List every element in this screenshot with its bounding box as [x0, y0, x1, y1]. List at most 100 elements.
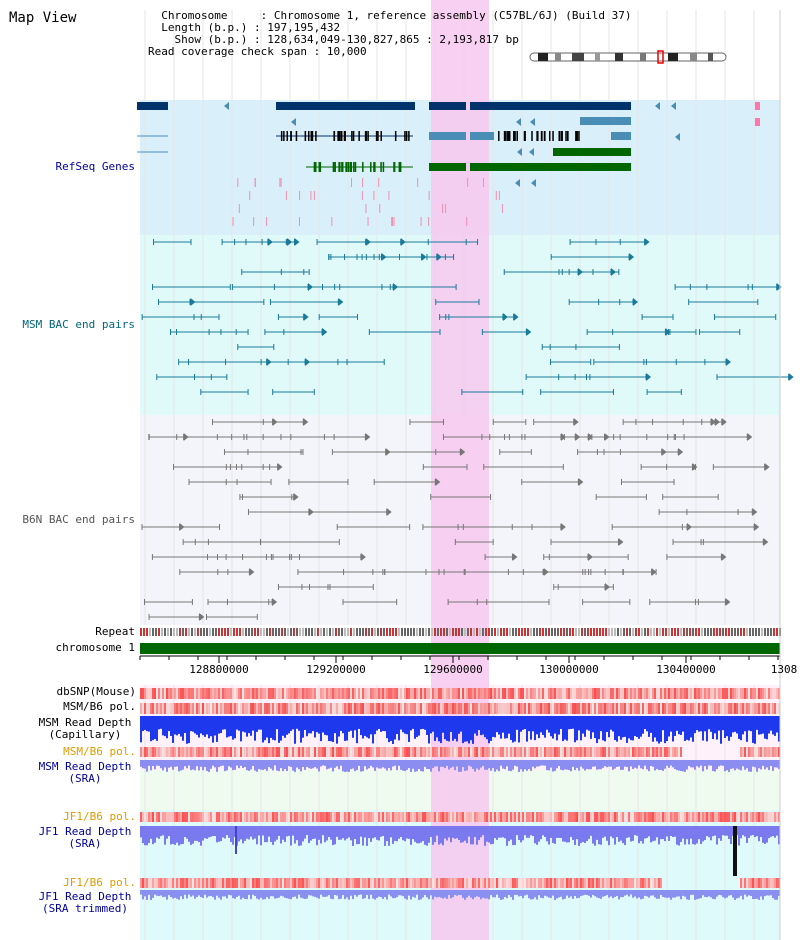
polymorphism-cell: [476, 747, 478, 757]
polymorphism-cell: [196, 688, 198, 699]
polymorphism-cell: [706, 703, 708, 714]
polymorphism-cell: [262, 747, 264, 757]
polymorphism-cell: [774, 747, 776, 757]
msm-sra-depth-bar: [228, 760, 230, 767]
polymorphism-cell: [334, 747, 336, 757]
polymorphism-cell: [572, 703, 574, 714]
capillary-depth-bar: [668, 716, 670, 737]
polymorphism-cell: [230, 747, 232, 757]
repeat-mark: [740, 628, 742, 636]
msm-sra-depth-bar: [518, 760, 520, 772]
jf1-trim-depth-bar: [394, 890, 396, 899]
polymorphism-cell: [404, 703, 406, 714]
polymorphism-cell: [592, 747, 594, 757]
polymorphism-cell: [734, 703, 736, 714]
jf1-depth-bar: [548, 826, 550, 845]
polymorphism-cell: [148, 747, 150, 757]
polymorphism-cell: [436, 747, 438, 757]
capillary-depth-bar: [258, 716, 260, 730]
b6n-bac-pair: [587, 553, 593, 561]
jf1-depth-bar: [410, 826, 412, 845]
msm-sra-depth-bar: [196, 760, 198, 767]
jf1-depth-bar: [644, 826, 646, 839]
polymorphism-cell: [526, 688, 528, 699]
polymorphism-cell: [456, 747, 458, 757]
jf1-depth-bar: [710, 826, 712, 841]
msm-sra-depth-bar: [166, 760, 168, 772]
polymorphism-cell: [776, 812, 778, 822]
jf1-trim-depth-bar: [580, 890, 582, 897]
jf1-trim-depth-bar: [668, 890, 670, 898]
msm-sra-depth-bar: [368, 760, 370, 769]
msm-sra-depth-bar: [358, 760, 360, 766]
track-label-msm-bac[interactable]: MSM BAC end pairs: [22, 318, 135, 331]
jf1-depth-bar: [612, 826, 614, 839]
repeat-mark: [140, 628, 142, 636]
msm-sra-depth-bar: [598, 760, 600, 770]
polymorphism-cell: [172, 812, 174, 822]
jf1-depth-bar: [200, 826, 202, 846]
jf1-depth-bar: [550, 826, 552, 838]
polymorphism-cell: [578, 747, 580, 757]
polymorphism-cell: [488, 703, 490, 714]
track-label-b6n-bac[interactable]: B6N BAC end pairs: [22, 513, 135, 526]
repeat-mark: [512, 628, 514, 636]
repeat-mark: [401, 628, 403, 636]
polymorphism-cell: [224, 688, 226, 699]
jf1-depth-bar: [272, 826, 274, 845]
capillary-depth-bar: [448, 716, 450, 742]
polymorphism-cell: [468, 812, 470, 822]
capillary-depth-bar: [194, 716, 196, 734]
polymorphism-cell: [480, 703, 482, 714]
repeat-mark: [161, 628, 163, 636]
polymorphism-cell: [508, 812, 510, 822]
polymorphism-cell: [396, 703, 398, 714]
ideogram-band: [690, 53, 697, 61]
jf1-depth-bar: [332, 826, 334, 846]
repeat-mark: [326, 628, 328, 636]
polymorphism-cell: [648, 878, 650, 888]
polymorphism-cell: [588, 812, 590, 822]
repeat-mark: [629, 628, 631, 636]
jf1-depth-bar: [454, 826, 456, 839]
refseq-minor-mark: [391, 217, 393, 226]
polymorphism-cell: [490, 812, 492, 822]
polymorphism-cell: [610, 878, 612, 888]
polymorphism-cell: [318, 812, 320, 822]
polymorphism-cell: [724, 688, 726, 699]
polymorphism-cell: [608, 703, 610, 714]
polymorphism-cell: [752, 747, 754, 757]
repeat-mark: [560, 628, 562, 636]
polymorphism-cell: [212, 878, 214, 888]
msm-sra-depth-bar: [366, 760, 368, 770]
jf1-depth-bar: [476, 826, 478, 845]
polymorphism-cell: [348, 747, 350, 757]
polymorphism-cell: [446, 703, 448, 714]
jf1-trim-depth-bar: [538, 890, 540, 896]
track-label-refseq-genes[interactable]: RefSeq Genes: [55, 160, 135, 173]
polymorphism-cell: [614, 703, 616, 714]
polymorphism-cell: [264, 812, 266, 822]
repeat-mark: [407, 628, 409, 636]
polymorphism-cell: [486, 747, 488, 757]
polymorphism-cell: [176, 688, 178, 699]
msm-sra-depth-bar: [154, 760, 156, 770]
polymorphism-cell: [306, 878, 308, 888]
polymorphism-cell: [598, 688, 600, 699]
capillary-depth-bar: [368, 716, 370, 739]
msm-sra-depth-bar: [466, 760, 468, 771]
polymorphism-cell: [750, 703, 752, 714]
jf1-depth-bar: [360, 826, 362, 837]
polymorphism-cell: [444, 878, 446, 888]
polymorphism-cell: [296, 688, 298, 699]
capillary-depth-bar: [468, 716, 470, 744]
msm-sra-depth-bar: [296, 760, 298, 768]
exon-mark: [543, 131, 546, 141]
jf1-trim-depth-bar: [176, 890, 178, 899]
polymorphism-cell: [552, 703, 554, 714]
repeat-mark: [299, 628, 301, 636]
capillary-depth-bar: [260, 716, 262, 730]
msm-sra-depth-bar: [640, 760, 642, 769]
msm-sra-depth-bar: [584, 760, 586, 771]
